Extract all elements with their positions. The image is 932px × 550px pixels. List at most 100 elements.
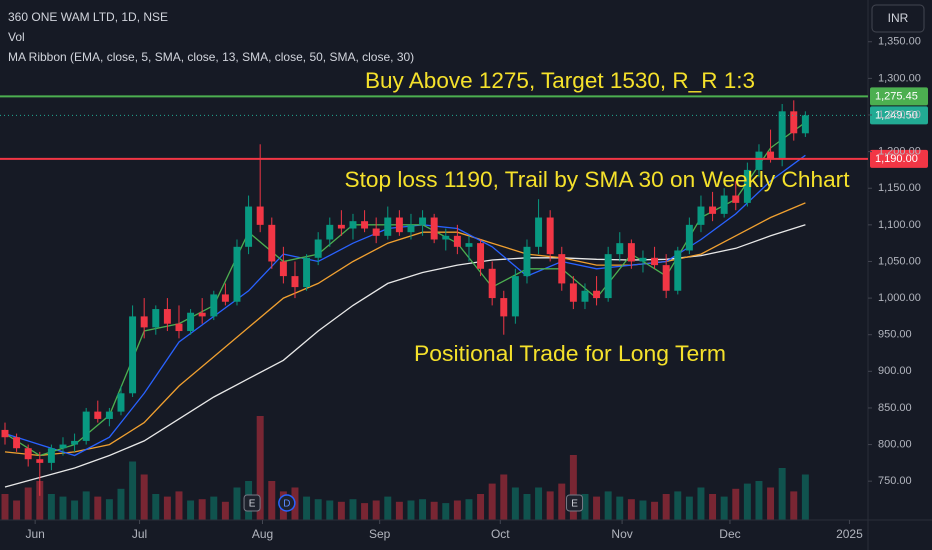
volume-bar xyxy=(558,483,566,520)
candle-body xyxy=(395,217,403,233)
volume-bar xyxy=(488,483,496,520)
candle-body xyxy=(326,224,334,240)
volume-bar xyxy=(163,496,171,520)
volume-bar xyxy=(395,501,403,520)
candle-body xyxy=(477,243,485,269)
candle-body xyxy=(616,243,624,255)
volume-bar xyxy=(453,500,461,520)
volume-bar xyxy=(175,491,183,520)
annotation: Buy Above 1275, Target 1530, R_R 1:3 xyxy=(365,68,755,93)
moving-average-line xyxy=(4,224,806,488)
volume-bar xyxy=(372,500,380,520)
y-tick-label: 1,350.00 xyxy=(878,36,921,48)
candle-body xyxy=(419,217,427,225)
candle-body xyxy=(511,276,519,317)
volume-bar xyxy=(442,503,450,520)
annotation: Positional Trade for Long Term xyxy=(414,341,726,366)
candle-body xyxy=(558,254,566,284)
candle-body xyxy=(442,235,450,240)
x-tick-label: Dec xyxy=(719,527,740,541)
volume-bar xyxy=(326,500,334,520)
candle-body xyxy=(82,411,90,441)
candle-body xyxy=(674,250,682,291)
volume-bar xyxy=(743,483,751,520)
volume-bar xyxy=(198,499,206,520)
currency-button[interactable] xyxy=(871,4,925,33)
currency-label[interactable]: INR xyxy=(888,11,909,25)
volume-bar xyxy=(720,496,728,520)
candle-body xyxy=(36,459,44,463)
volume-bar xyxy=(616,496,624,520)
x-tick-label: Nov xyxy=(611,527,632,541)
volume-bar xyxy=(535,487,543,520)
candle-body xyxy=(303,257,311,288)
volume-bar xyxy=(407,500,415,520)
y-tick-label: 1,050.00 xyxy=(878,255,921,267)
candle-body xyxy=(47,448,55,463)
volume-bar xyxy=(59,496,67,520)
candle-body xyxy=(24,448,32,460)
volume-bar xyxy=(593,496,601,520)
volume-bar xyxy=(651,501,659,520)
candle-body xyxy=(465,243,473,247)
volume-bar xyxy=(755,481,763,520)
candle-body xyxy=(627,243,635,262)
candle-body xyxy=(59,444,67,449)
moving-average-line xyxy=(4,121,806,457)
candle-body xyxy=(245,206,253,247)
x-tick-label: Aug xyxy=(252,527,273,541)
price-level-tag xyxy=(870,149,928,168)
candle-body xyxy=(778,111,786,159)
y-tick-label: 1,300.00 xyxy=(878,72,921,84)
candle-body xyxy=(662,265,670,291)
volume-bar xyxy=(47,494,55,520)
candle-body xyxy=(1,429,9,438)
candle-body xyxy=(430,217,438,240)
price-level-tag xyxy=(870,106,928,125)
price-level-label: 1,275.45 xyxy=(875,90,918,102)
candle-body xyxy=(233,246,241,302)
volume-bar xyxy=(546,491,554,520)
volume-bar xyxy=(500,474,508,520)
candle-body xyxy=(268,224,276,262)
overlay: 1,275.45 1,249.50 1,190.00 Buy Above 1275, … xyxy=(0,68,928,512)
candle-body xyxy=(94,411,102,419)
volume-bar xyxy=(767,487,775,520)
candle-body xyxy=(500,298,508,317)
candle-body xyxy=(71,440,79,445)
candle-body xyxy=(361,221,369,229)
volume-bar xyxy=(732,488,740,520)
candle-body xyxy=(790,111,798,134)
annotation: Stop loss 1190, Trail by SMA 30 on Weekl… xyxy=(345,167,850,192)
candle-body xyxy=(697,206,705,225)
volume-bar xyxy=(337,501,345,520)
volume-bar xyxy=(256,416,264,520)
candle-body xyxy=(755,151,763,170)
volume-bar xyxy=(221,501,229,520)
event-marker xyxy=(243,494,261,512)
candle-body xyxy=(593,290,601,299)
volume-bar xyxy=(349,499,357,520)
candle-body xyxy=(349,221,357,229)
candle-body xyxy=(546,217,554,255)
event-marker xyxy=(278,494,296,512)
candle-body xyxy=(453,235,461,247)
candle-body xyxy=(140,316,148,328)
volume-bar xyxy=(384,496,392,520)
x-tick-label: Sep xyxy=(369,527,391,541)
x-tick-label: 2025 xyxy=(836,527,863,541)
candle-body xyxy=(187,312,195,332)
volume-bar xyxy=(674,491,682,520)
volume-bar xyxy=(82,491,90,520)
volume-bar xyxy=(268,481,276,520)
volume-bar xyxy=(36,481,44,520)
volume-bar xyxy=(778,468,786,520)
candle-body xyxy=(639,257,647,262)
candle-body xyxy=(372,228,380,236)
volume-bar xyxy=(511,487,519,520)
volume-bar xyxy=(94,496,102,520)
volume-bar xyxy=(569,455,577,520)
volume-bar xyxy=(801,474,809,520)
volume-bar xyxy=(13,500,21,520)
